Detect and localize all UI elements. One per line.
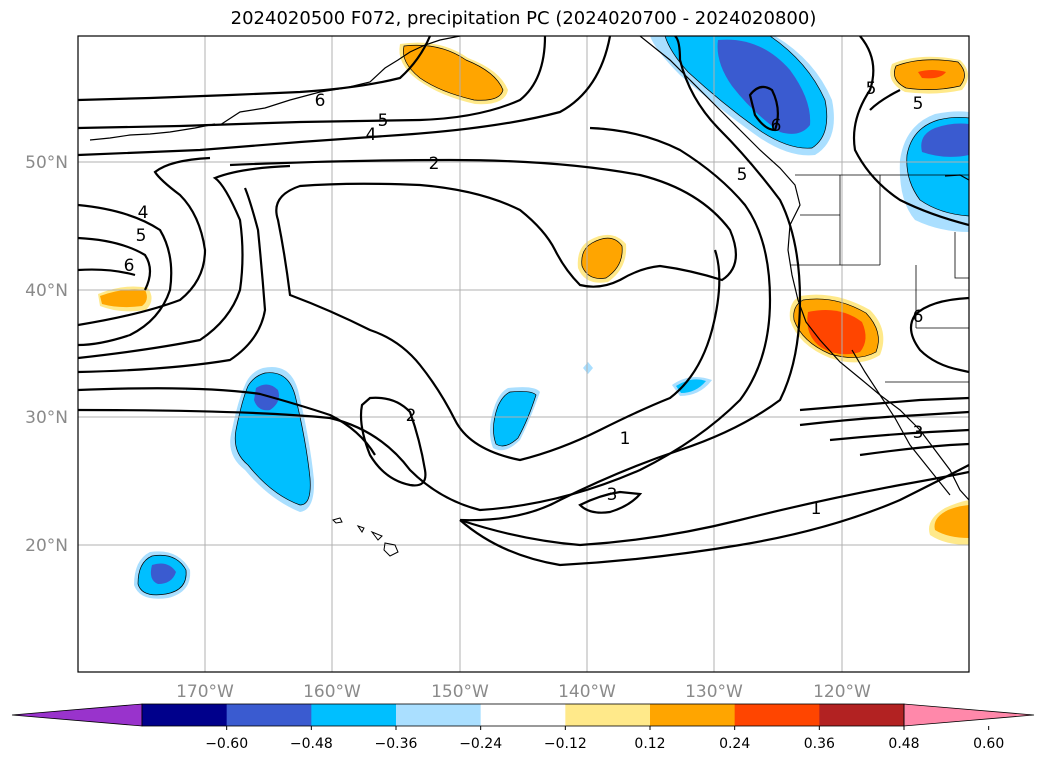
graticule [78,36,969,672]
precip-positive-area [100,289,147,308]
lon-label: 150°W [431,682,489,702]
latitude-labels: 50°N 40°N 30°N 20°N [25,153,68,556]
colorbar-tick-label: −0.48 [290,736,333,752]
contour-label: 2 [429,154,440,174]
colorbar-segment [819,704,905,726]
colorbar-segment [734,704,820,726]
colorbar-segment [650,704,736,726]
contour-label: 6 [124,256,135,276]
colorbar-tick-label: −0.36 [375,736,418,752]
lon-label: 140°W [558,682,616,702]
colorbar-tick-label: −0.12 [544,736,587,752]
lat-label: 40°N [25,281,68,301]
contour-labels: 6 5 4 2 4 5 6 5 6 5 5 2 1 3 1 6 3 [124,79,924,519]
contour-label: 1 [811,499,822,519]
colorbar-tick-label: −0.60 [205,736,248,752]
colorbar-tick-label: 0.60 [973,736,1004,752]
political-borders [790,174,969,383]
map-border [77,35,970,673]
contour-label: 5 [737,165,748,185]
colorbar-segment [565,704,651,726]
precip-negative-area [254,384,279,411]
lon-label: 120°W [813,682,871,702]
precip-positive-area [934,505,969,538]
colorbar-tick-label: 0.36 [804,736,835,752]
contour-label: 5 [913,94,924,114]
contour-lines [78,36,969,567]
contour-label: 4 [366,125,377,145]
contour-label: 3 [913,423,924,443]
contour-label: 6 [913,307,924,327]
colorbar-outline [141,703,905,727]
contour-label: 5 [866,79,877,99]
contour-label: 3 [607,485,618,505]
map-title: 2024020500 F072, precipitation PC (20240… [230,8,817,29]
contour-label: 2 [406,406,417,426]
colorbar-extend-high [903,703,1035,727]
contour-label: 4 [138,203,149,223]
lon-label: 170°W [176,682,234,702]
hawaii-islands [332,517,399,557]
lon-label: 160°W [303,682,361,702]
colorbar-tick-label: 0.48 [888,736,919,752]
longitude-labels: 170°W 160°W 150°W 140°W 130°W 120°W [176,682,871,702]
precip-positive-area [403,45,503,101]
precip-negative-area [150,563,176,584]
precip-positive-area [918,70,946,79]
lat-label: 50°N [25,153,68,173]
colorbar-tick-label: −0.24 [459,736,502,752]
contour-label: 5 [136,226,147,246]
precip-positive-area [807,309,866,355]
colorbar-extend-low [11,703,143,727]
contour-label: 6 [315,91,326,111]
map-content: 6 5 4 2 4 5 6 5 6 5 5 2 1 3 1 6 3 [78,36,969,672]
precip-negative-area [583,362,593,374]
colorbar-segment [480,704,566,726]
precip-negative-area [493,391,536,446]
lat-label: 20°N [25,536,68,556]
colorbar-segment [142,704,228,726]
contour-label: 1 [620,429,631,449]
lat-label: 30°N [25,408,68,428]
contour-label: 6 [771,116,782,136]
contour-label: 5 [378,111,389,131]
precip-negative-area [921,123,969,157]
colorbar: −0.60 −0.48 −0.36 −0.24 −0.12 0.12 0.24 0.36 0.4… [11,703,1035,752]
colorbar-tick-label: 0.24 [719,736,750,752]
precip-positive-area [581,238,623,279]
colorbar-segment [396,704,482,726]
precip-negative-area [676,379,706,393]
lon-label: 130°W [685,682,743,702]
colorbar-tick-label: 0.12 [634,736,665,752]
colorbar-segment [311,704,397,726]
colorbar-segment [226,704,312,726]
